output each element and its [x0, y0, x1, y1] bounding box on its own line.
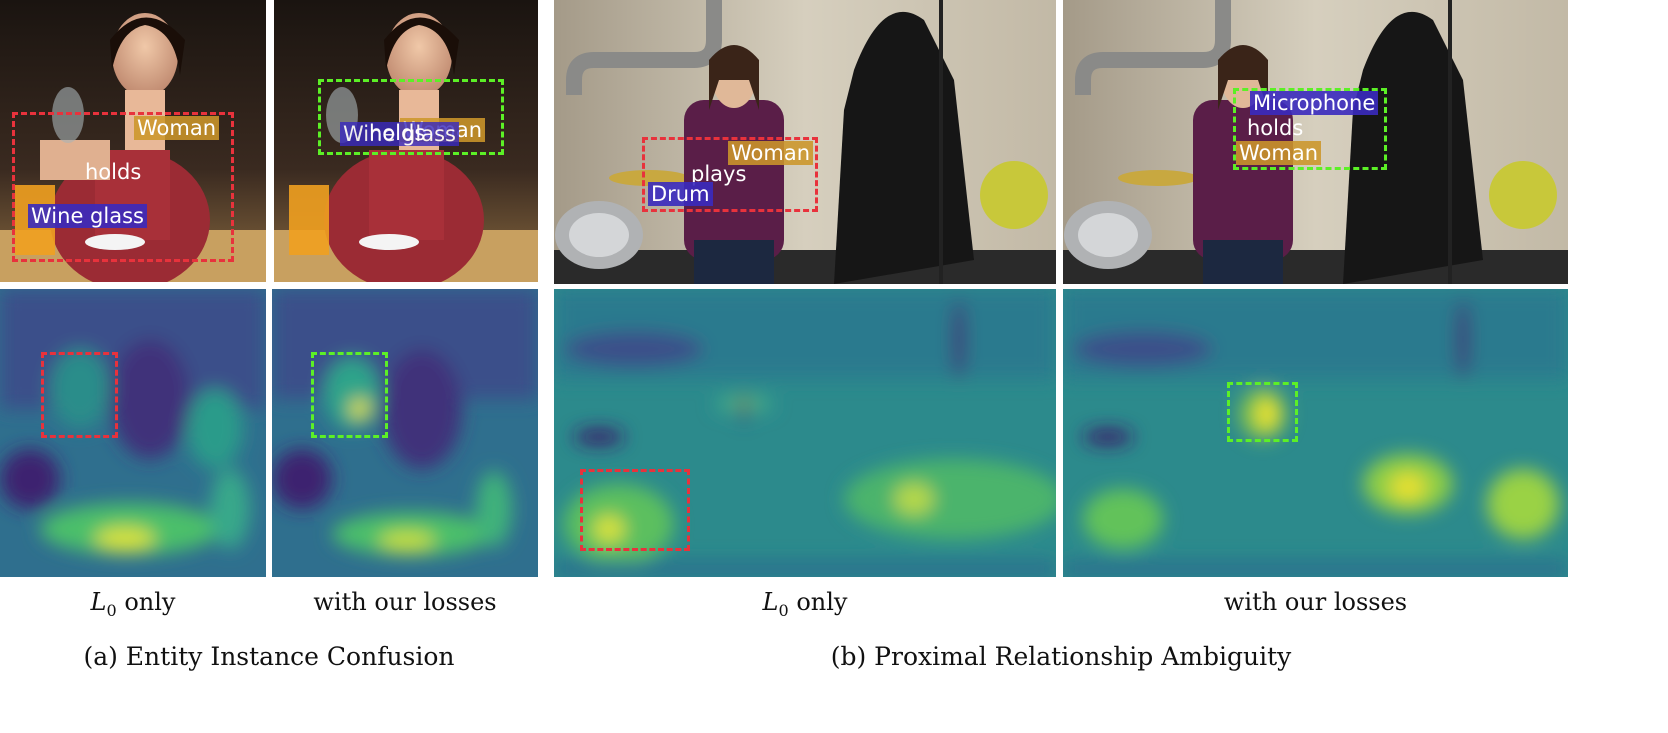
column-caption-text: only	[796, 588, 848, 616]
column-caption-text: only	[124, 588, 176, 616]
column-caption-a-left: L0 only	[0, 588, 266, 620]
correct-box-a-photo	[318, 79, 504, 155]
error-box-a-photo	[12, 112, 234, 262]
math-l: L	[90, 588, 107, 616]
heatmap-a-right	[272, 289, 538, 577]
column-caption-b-left: L0 only	[554, 588, 1056, 620]
object-tag-a-left: Wine glass	[28, 204, 147, 228]
heatmap-b-left	[554, 289, 1056, 577]
column-caption-b-right: with our losses	[1223, 588, 1408, 616]
column-caption-a-right: with our losses	[313, 588, 497, 616]
object-tag-b-left: Drum	[648, 182, 713, 206]
subject-tag-a-left: Woman	[134, 116, 220, 140]
subfigure-caption-b: (b) Proximal Relationship Ambiguity	[830, 642, 1292, 671]
object-tag-b-right: Microphone	[1250, 91, 1379, 115]
correct-box-a-heatmap	[311, 352, 388, 438]
subject-tag-b-left: Woman	[728, 141, 814, 165]
heatmap-a-left	[0, 289, 266, 577]
correct-box-b-heatmap	[1227, 382, 1298, 442]
correct-box-b-photo	[1233, 88, 1387, 170]
math-sub: 0	[778, 600, 789, 620]
math-l: L	[762, 588, 779, 616]
predicate-label-a-left: holds	[85, 160, 142, 184]
heatmap-b-right	[1063, 289, 1568, 577]
subject-tag-b-right: Woman	[1236, 141, 1322, 165]
math-sub: 0	[106, 600, 117, 620]
predicate-label-a-right: holds	[369, 121, 426, 145]
predicate-label-b-right: holds	[1247, 116, 1304, 140]
subfigure-caption-a: (a) Entity Instance Confusion	[83, 642, 455, 671]
object-tag-a-right: Wine glass	[340, 122, 459, 146]
error-box-a-heatmap	[41, 352, 118, 438]
error-box-b-heatmap	[580, 469, 690, 551]
error-box-b-photo	[642, 137, 818, 212]
